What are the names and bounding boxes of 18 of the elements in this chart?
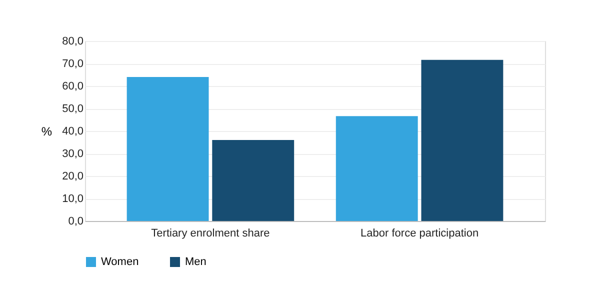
legend-label: Women: [101, 256, 139, 268]
y-tick-label: 10,0: [62, 193, 84, 205]
bar: [421, 60, 504, 221]
legend-label: Men: [185, 256, 206, 268]
y-tick-label: 60,0: [62, 80, 84, 92]
y-tick-label: 0,0: [68, 216, 84, 228]
bar: [126, 77, 209, 221]
y-tick-label: 70,0: [62, 58, 84, 70]
y-tick-label: 50,0: [62, 103, 84, 115]
x-tick-label: Labor force participation: [360, 228, 479, 240]
y-axis-title: %: [41, 124, 52, 138]
y-tick-label: 80,0: [62, 36, 84, 48]
x-tick-label: Tertiary enrolment share: [151, 228, 270, 240]
y-tick-label: 40,0: [62, 126, 84, 138]
y-tick-label: 20,0: [62, 170, 84, 182]
y-tick-label: 30,0: [62, 148, 84, 160]
bar: [336, 116, 418, 221]
bar: [212, 140, 294, 221]
